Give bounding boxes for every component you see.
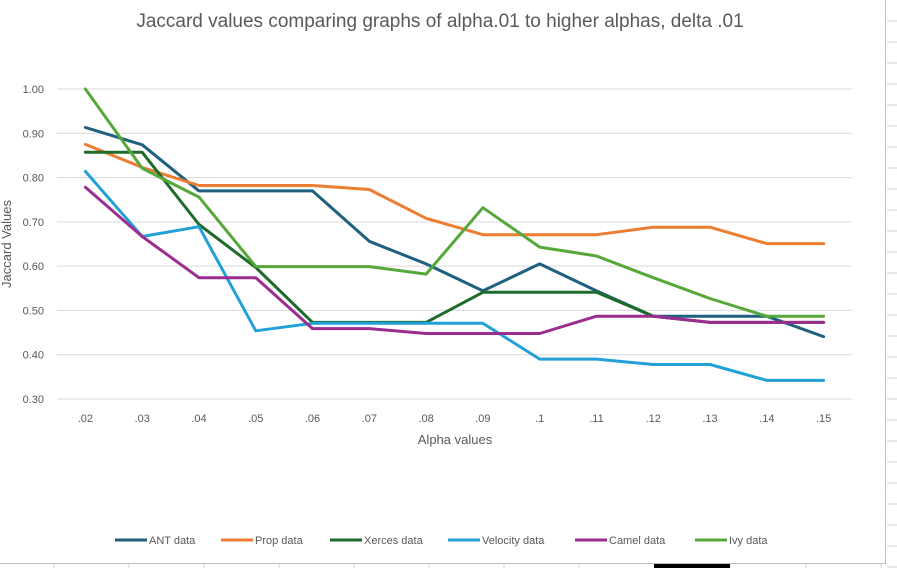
line-chart: Jaccard values comparing graphs of alpha… [0, 11, 852, 547]
x-tick-label: .04 [191, 413, 206, 425]
legend-label: Xerces data [364, 535, 424, 547]
gridlines [57, 88, 852, 400]
legend-label: Velocity data [482, 535, 545, 547]
x-axis-tick-labels: .02 .03 .04 .05 .06 .07 .08 .09 .1 .11 .12 .13 .14 .1… [78, 413, 832, 425]
series-line-prop-data [83, 142, 826, 246]
y-tick-label: 0.90 [23, 128, 44, 140]
y-tick-label: 1.00 [23, 84, 44, 96]
x-tick-label: .03 [135, 413, 150, 425]
x-tick-label: .07 [362, 413, 377, 425]
x-tick-label: .02 [78, 413, 93, 425]
x-tick-label: .15 [816, 413, 831, 425]
y-axis-title: Jaccard Values [0, 200, 14, 288]
selected-cell-marker [654, 564, 730, 568]
legend-label: Camel data [609, 535, 666, 547]
x-tick-label: .08 [418, 413, 433, 425]
x-axis-title: Alpha values [418, 432, 493, 447]
series-line-ant-data [83, 126, 826, 339]
series-line-ivy-data [83, 87, 826, 318]
series-line-velocity-data [83, 169, 826, 382]
legend-label: ANT data [149, 535, 196, 547]
y-tick-label: 0.80 [23, 173, 44, 185]
x-tick-label: .11 [589, 413, 603, 425]
y-tick-label: 0.40 [23, 350, 44, 362]
x-tick-label: .1 [535, 413, 544, 425]
y-tick-label: 0.50 [23, 305, 44, 317]
legend-label: Ivy data [729, 535, 768, 547]
legend: ANT data Prop data Xerces data Velocity dat… [115, 535, 768, 547]
y-axis-tick-labels: 0.30 0.40 0.50 0.60 0.70 0.80 0.90 1.00 [23, 84, 44, 406]
x-tick-label: .12 [646, 413, 661, 425]
x-tick-label: .09 [475, 413, 490, 425]
y-tick-label: 0.70 [23, 217, 44, 229]
y-tick-label: 0.60 [23, 261, 44, 273]
y-tick-label: 0.30 [23, 394, 44, 406]
chart-title: Jaccard values comparing graphs of alpha… [136, 11, 743, 32]
x-tick-label: .05 [248, 413, 263, 425]
series-line-camel-data [83, 185, 826, 335]
x-tick-label: .06 [305, 413, 320, 425]
series-lines [83, 87, 826, 382]
legend-label: Prop data [255, 535, 304, 547]
x-tick-label: .13 [702, 413, 717, 425]
x-tick-label: .14 [759, 413, 774, 425]
